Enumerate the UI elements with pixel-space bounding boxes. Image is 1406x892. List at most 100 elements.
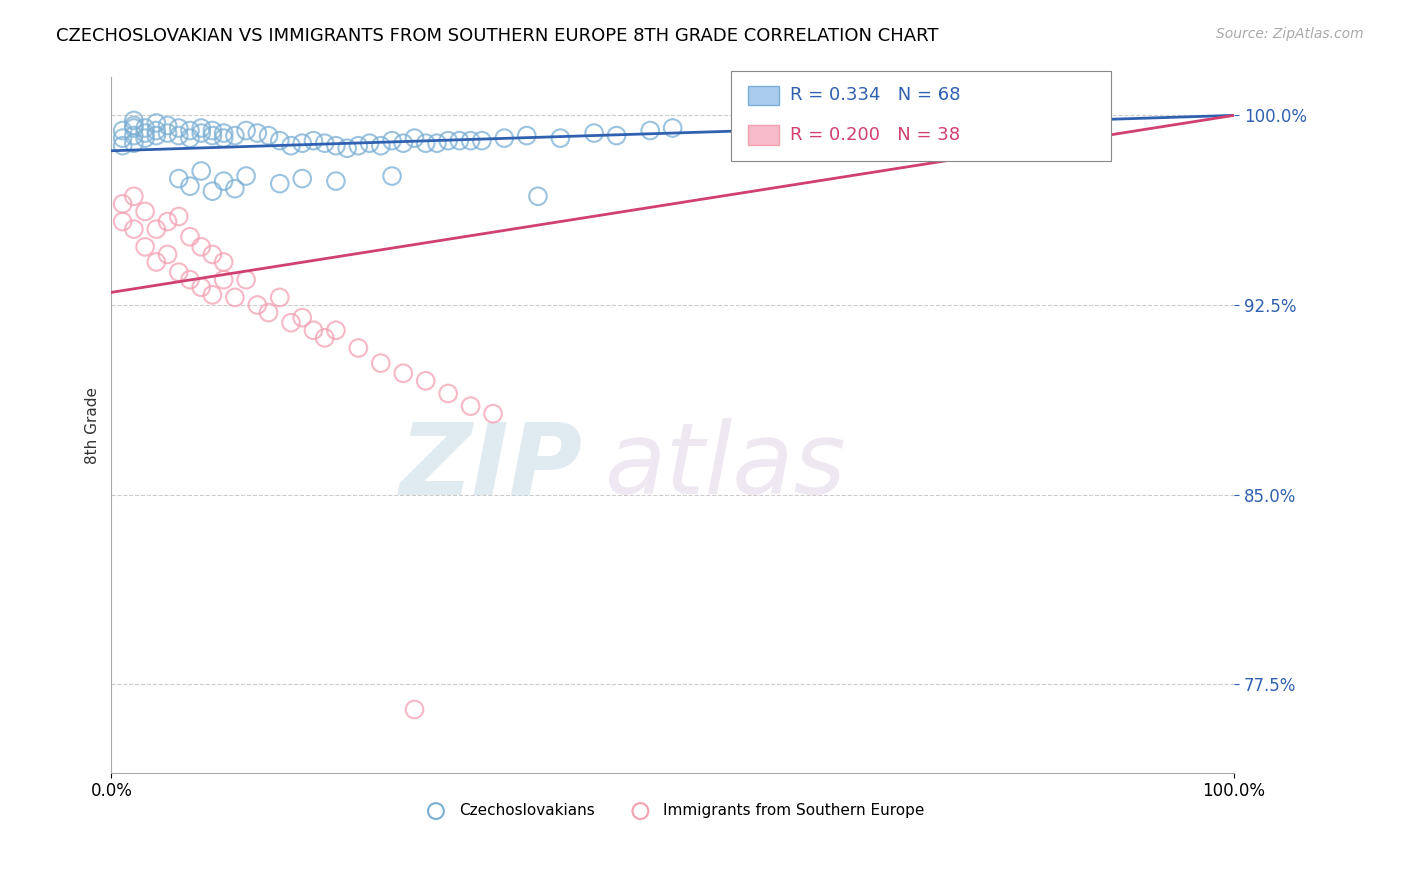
Point: [201, 288, 224, 302]
Point: [381, 169, 404, 183]
Point: [134, 240, 156, 254]
Point: [122, 222, 145, 236]
Point: [516, 128, 538, 143]
Point: [224, 290, 246, 304]
Point: [460, 399, 482, 413]
Point: [235, 123, 257, 137]
Text: R = 0.334   N = 68: R = 0.334 N = 68: [790, 87, 960, 104]
Point: [167, 128, 190, 143]
Point: [280, 316, 302, 330]
Point: [449, 134, 471, 148]
Point: [212, 273, 235, 287]
Point: [302, 134, 325, 148]
Point: [122, 189, 145, 203]
Point: [246, 298, 269, 312]
Point: [314, 136, 336, 151]
Point: [325, 174, 347, 188]
Point: [167, 210, 190, 224]
Point: [111, 214, 134, 228]
Point: [111, 131, 134, 145]
Point: [134, 126, 156, 140]
Text: atlas: atlas: [606, 418, 846, 516]
Point: [122, 121, 145, 136]
Point: [201, 184, 224, 198]
Point: [212, 174, 235, 188]
Point: [291, 310, 314, 325]
Point: [179, 179, 201, 194]
Point: [201, 247, 224, 261]
Point: [392, 366, 415, 380]
Point: [404, 131, 426, 145]
Point: [661, 121, 683, 136]
Point: [145, 123, 167, 137]
Point: [179, 131, 201, 145]
Point: [190, 126, 212, 140]
Point: [269, 177, 291, 191]
Point: [550, 131, 572, 145]
Point: [336, 141, 359, 155]
Text: R = 0.200   N = 38: R = 0.200 N = 38: [790, 126, 960, 144]
Point: [291, 171, 314, 186]
Point: [347, 138, 370, 153]
Point: [325, 323, 347, 337]
Point: [460, 134, 482, 148]
Point: [111, 197, 134, 211]
Point: [190, 280, 212, 294]
Point: [269, 134, 291, 148]
Point: [201, 123, 224, 137]
Point: [325, 138, 347, 153]
Point: [145, 128, 167, 143]
Point: [145, 116, 167, 130]
Point: [122, 136, 145, 151]
Point: [224, 182, 246, 196]
Y-axis label: 8th Grade: 8th Grade: [86, 386, 100, 464]
Point: [145, 255, 167, 269]
Point: [370, 356, 392, 370]
Point: [291, 136, 314, 151]
Point: [392, 136, 415, 151]
Point: [156, 214, 179, 228]
Point: [482, 407, 505, 421]
Point: [359, 136, 381, 151]
Point: [302, 323, 325, 337]
Point: [235, 273, 257, 287]
Point: [134, 121, 156, 136]
Point: [471, 134, 494, 148]
Point: [381, 134, 404, 148]
Point: [415, 136, 437, 151]
Text: CZECHOSLOVAKIAN VS IMMIGRANTS FROM SOUTHERN EUROPE 8TH GRADE CORRELATION CHART: CZECHOSLOVAKIAN VS IMMIGRANTS FROM SOUTH…: [56, 27, 939, 45]
Point: [437, 386, 460, 401]
Point: [122, 128, 145, 143]
Point: [167, 171, 190, 186]
Point: [201, 128, 224, 143]
Point: [426, 136, 449, 151]
Point: [134, 204, 156, 219]
Point: [347, 341, 370, 355]
Point: [212, 255, 235, 269]
Point: [527, 189, 550, 203]
Point: [156, 119, 179, 133]
Point: [167, 265, 190, 279]
Point: [111, 138, 134, 153]
Point: [583, 126, 606, 140]
Point: [235, 169, 257, 183]
Point: [190, 121, 212, 136]
Point: [437, 134, 460, 148]
Point: [190, 164, 212, 178]
Point: [638, 123, 661, 137]
Point: [314, 331, 336, 345]
Point: [280, 138, 302, 153]
Point: [179, 229, 201, 244]
Point: [167, 121, 190, 136]
Point: [111, 123, 134, 137]
Point: [269, 290, 291, 304]
Point: [134, 131, 156, 145]
Point: [606, 128, 628, 143]
Text: Source: ZipAtlas.com: Source: ZipAtlas.com: [1216, 27, 1364, 41]
Point: [145, 222, 167, 236]
Point: [122, 113, 145, 128]
Point: [404, 702, 426, 716]
Point: [257, 305, 280, 319]
Point: [212, 126, 235, 140]
Point: [190, 240, 212, 254]
